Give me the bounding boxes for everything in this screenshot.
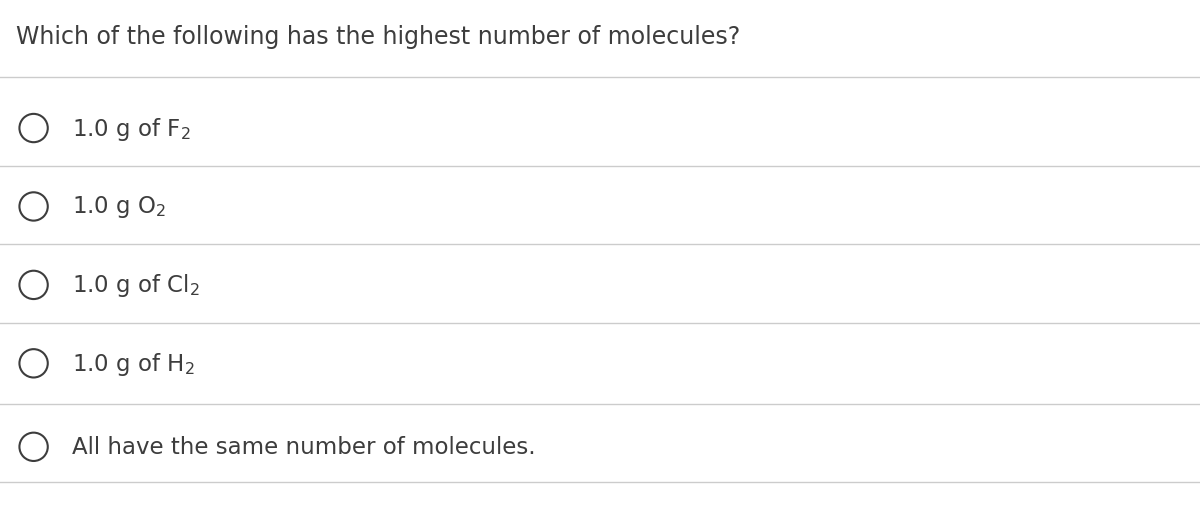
Text: 1.0 g of H$_2$: 1.0 g of H$_2$ <box>72 350 194 377</box>
Text: 1.0 g of F$_2$: 1.0 g of F$_2$ <box>72 115 191 142</box>
Text: 1.0 g O$_2$: 1.0 g O$_2$ <box>72 194 166 220</box>
Text: Which of the following has the highest number of molecules?: Which of the following has the highest n… <box>16 25 740 49</box>
Text: All have the same number of molecules.: All have the same number of molecules. <box>72 435 535 459</box>
Text: 1.0 g of Cl$_2$: 1.0 g of Cl$_2$ <box>72 272 200 299</box>
